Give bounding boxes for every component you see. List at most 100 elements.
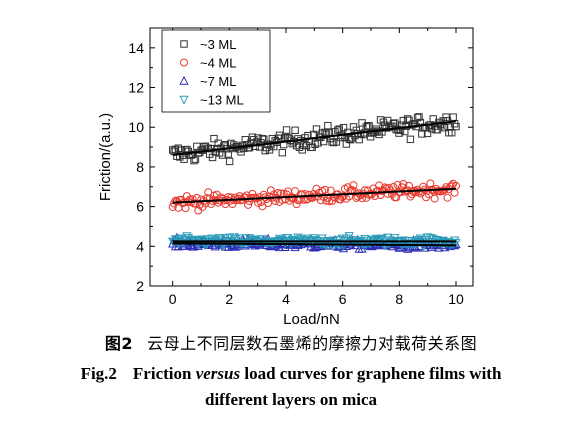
data-point: [188, 195, 197, 204]
caption-en-part2: load curves for graphene films with: [240, 364, 502, 383]
data-point: [387, 238, 397, 248]
data-point: [274, 234, 285, 244]
data-point: [377, 234, 387, 244]
y-tick-label: 14: [128, 40, 144, 56]
legend-marker: [180, 40, 188, 48]
data-point: [294, 236, 305, 245]
data-point: [191, 199, 200, 208]
data-point: [245, 143, 254, 152]
data-point: [328, 138, 336, 146]
data-point: [332, 138, 341, 146]
data-point: [325, 197, 334, 206]
data-point: [218, 151, 227, 159]
legend-marker: [180, 58, 188, 67]
friction-load-chart: 0 2 4 6 8 102468101214Load/nNFriction/(a.u.) …: [97, 27, 474, 328]
data-point: [406, 192, 415, 201]
data-point: [224, 150, 232, 158]
data-point: [278, 148, 286, 157]
data-point: [434, 242, 444, 252]
figure-caption-chinese: 图2 云母上不同层数石墨烯的摩擦力对载荷关系图: [0, 330, 582, 354]
data-point: [406, 135, 415, 144]
data-point: [287, 235, 297, 245]
chart-legend: ~3 ML ~4 ML ~7 ML ~13 ML: [161, 29, 271, 113]
caption-en-italic: versus: [195, 364, 241, 383]
data-point: [291, 126, 299, 134]
x-tick-label: 0: [169, 291, 177, 307]
fit-line-2: [172, 242, 457, 247]
data-point: [399, 179, 408, 188]
data-point: [430, 194, 439, 203]
data-point: [452, 122, 460, 131]
caption-cn-figure-number: 图2: [104, 334, 134, 353]
y-tick-label: 4: [136, 238, 144, 254]
data-point: [355, 135, 363, 144]
plot-frame: [149, 27, 474, 287]
data-point: [181, 204, 190, 213]
data-point: [415, 113, 423, 121]
data-point: [334, 126, 342, 134]
data-point: [423, 129, 432, 138]
data-point: [210, 134, 218, 143]
data-point: [365, 122, 373, 130]
data-point: [298, 146, 306, 154]
data-point: [342, 194, 351, 203]
data-point: [339, 192, 348, 201]
data-point: [389, 183, 398, 192]
data-point: [405, 181, 414, 190]
caption-en-line2: different layers on mica: [204, 390, 377, 409]
data-point: [258, 134, 267, 143]
figure-caption-english: Fig.2 Friction versus load curves for gra…: [0, 361, 582, 413]
data-point: [440, 123, 449, 132]
data-point: [448, 129, 456, 137]
data-point: [348, 236, 359, 245]
data-point: [324, 121, 332, 130]
legend-marker: [179, 95, 189, 105]
data-point: [260, 135, 268, 144]
data-point: [321, 185, 330, 194]
data-point: [282, 126, 291, 134]
data-point: [360, 234, 370, 244]
data-point: [319, 137, 328, 146]
data-point: [215, 234, 225, 243]
fit-line-1: [172, 187, 457, 204]
data-point: [373, 186, 382, 195]
data-point: [234, 234, 245, 244]
data-point: [415, 234, 426, 244]
data-point: [450, 188, 459, 197]
data-point: [281, 195, 290, 204]
data-point: [168, 202, 177, 211]
legend-entry: ~7 ML: [200, 74, 237, 89]
data-point: [255, 193, 264, 202]
y-tick-label: 10: [128, 119, 144, 135]
caption-en-figure-number: Fig.2: [80, 364, 117, 383]
data-point: [402, 243, 413, 253]
series-1: [168, 179, 460, 215]
data-point: [422, 233, 433, 243]
data-point: [358, 194, 367, 203]
fit-line-0: [172, 120, 457, 157]
legend-marker: [179, 75, 189, 85]
data-point: [266, 186, 275, 195]
y-tick-label: 6: [136, 199, 144, 215]
data-point: [426, 179, 435, 188]
legend-box: [161, 29, 271, 113]
data-point: [443, 193, 452, 202]
data-point: [303, 234, 313, 244]
data-point: [180, 155, 188, 163]
data-point: [171, 196, 180, 205]
caption-cn-text: 云母上不同层数石墨烯的摩擦力对载荷关系图: [147, 334, 478, 353]
y-tick-label: 8: [136, 159, 144, 175]
data-point: [425, 233, 436, 243]
data-point: [201, 199, 210, 208]
data-point: [339, 123, 348, 132]
y-axis-label: Friction/(a.u.): [97, 113, 114, 201]
caption-en-part1: Friction: [132, 364, 196, 383]
data-point: [170, 235, 181, 245]
data-point: [216, 235, 226, 245]
data-point: [269, 238, 279, 248]
data-point: [346, 135, 355, 144]
data-point: [312, 125, 321, 133]
legend-entry: ~4 ML: [200, 56, 237, 71]
data-point: [451, 238, 461, 248]
x-tick-label: 8: [395, 291, 403, 307]
